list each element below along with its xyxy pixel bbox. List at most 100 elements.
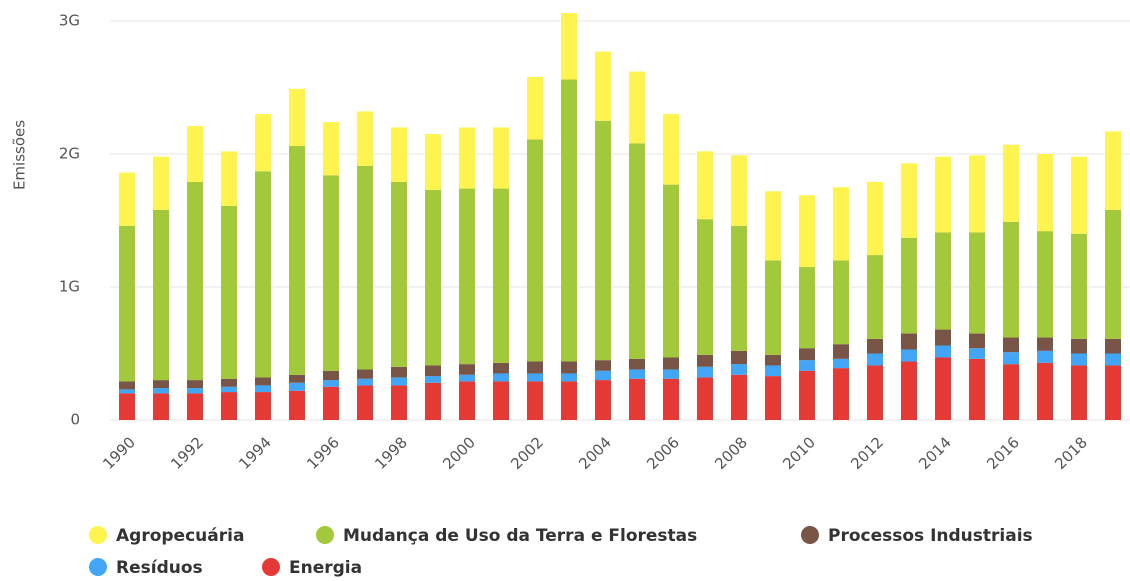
bar-segment <box>323 122 339 176</box>
bar-segment <box>1037 337 1053 351</box>
bar-segment <box>935 357 951 420</box>
bar-segment <box>1071 365 1087 420</box>
bar-segment <box>663 369 679 379</box>
bar-segment <box>663 184 679 358</box>
bar-segment <box>527 373 543 382</box>
bar-segment <box>799 360 815 371</box>
bar-segment <box>255 377 271 386</box>
bar-segment <box>935 329 951 346</box>
bar-segment <box>765 191 781 261</box>
bar-segment <box>493 127 509 189</box>
bar-segment <box>1071 338 1087 354</box>
bar-segment <box>153 209 169 381</box>
bar-segment <box>289 88 305 147</box>
bar-segment <box>493 381 509 420</box>
bar-segment <box>357 111 373 166</box>
bar-segment <box>153 156 169 210</box>
bar-segment <box>119 393 135 420</box>
y-tick-label: 3G <box>59 12 80 30</box>
x-tick-label: 2018 <box>1051 433 1091 473</box>
bar-segment <box>289 374 305 383</box>
bar-segment <box>221 386 237 393</box>
bar-segment <box>1003 221 1019 338</box>
bar-segment <box>867 255 883 339</box>
bar-segment <box>561 13 577 80</box>
bar-segment <box>391 366 407 378</box>
legend-label: Mudança de Uso da Terra e Florestas <box>343 526 697 546</box>
bar-segment <box>527 76 543 140</box>
bar-segment <box>969 348 985 359</box>
x-tick-label: 2010 <box>779 433 819 473</box>
bar-segment <box>697 219 713 355</box>
bar-segment <box>765 354 781 366</box>
bar-segment <box>493 188 509 363</box>
bar-segment <box>323 380 339 387</box>
bar-segment <box>425 382 441 420</box>
bar-segment <box>527 139 543 362</box>
legend-label: Processos Industriais <box>828 526 1033 546</box>
bar-segment <box>833 344 849 359</box>
bar-segment <box>1003 337 1019 353</box>
bar-segment <box>765 365 781 377</box>
y-tick-label: 0 <box>70 411 80 429</box>
bar-segment <box>901 349 917 362</box>
bar-segment <box>901 237 917 334</box>
legend-swatch <box>801 526 819 544</box>
legend-swatch <box>89 526 107 544</box>
bar-segment <box>1105 338 1121 354</box>
bar-segment <box>697 354 713 367</box>
legend-label: Resíduos <box>116 558 203 578</box>
bar-segment <box>765 376 781 420</box>
bar-segment <box>629 71 645 144</box>
bar-segment <box>697 366 713 378</box>
bar-segment <box>289 382 305 391</box>
bar-segment <box>799 267 815 349</box>
bar-segment <box>527 381 543 420</box>
bar-segment <box>153 380 169 389</box>
x-tick-label: 2000 <box>439 433 479 473</box>
bar-segment <box>425 134 441 190</box>
bar-segment <box>595 360 611 371</box>
bar-segment <box>187 380 203 389</box>
bar-segment <box>119 389 135 394</box>
bar-segment <box>833 187 849 261</box>
bar-segment <box>187 181 203 381</box>
x-tick-label: 1992 <box>167 433 207 473</box>
bar-segment <box>561 79 577 362</box>
bar-segment <box>425 376 441 383</box>
bar-segment <box>697 151 713 220</box>
bar-segment <box>391 181 407 367</box>
bar-segment <box>1105 209 1121 339</box>
bar-segment <box>765 260 781 355</box>
x-tick-label: 2004 <box>575 433 615 473</box>
bar-segment <box>561 361 577 374</box>
bar-segment <box>459 188 475 365</box>
bar-segment <box>731 350 747 365</box>
bar-segment <box>493 373 509 382</box>
bar-segment <box>867 338 883 354</box>
bar-segment <box>357 385 373 420</box>
bar-segment <box>1105 353 1121 366</box>
bar-segment <box>731 155 747 226</box>
bar-segment <box>1037 350 1053 363</box>
bar-segment <box>425 365 441 377</box>
bar-segment <box>255 385 271 393</box>
x-tick-label: 1994 <box>235 433 275 473</box>
bar-segment <box>969 358 985 420</box>
bar-segment <box>629 378 645 420</box>
x-tick-label: 2006 <box>643 433 683 473</box>
bar-segment <box>187 126 203 182</box>
bar-segment <box>663 114 679 185</box>
bar-segment <box>595 51 611 121</box>
x-tick-label: 1990 <box>99 433 139 473</box>
bar-segment <box>323 175 339 371</box>
bar-segment <box>595 380 611 420</box>
bar-segment <box>561 373 577 382</box>
legend-label: Energia <box>289 558 362 578</box>
bar-segment <box>969 333 985 349</box>
bar-segment <box>833 368 849 420</box>
bar-segment <box>935 156 951 233</box>
bar-segment <box>901 361 917 420</box>
bar-segment <box>1037 362 1053 420</box>
bar-segment <box>1003 144 1019 222</box>
